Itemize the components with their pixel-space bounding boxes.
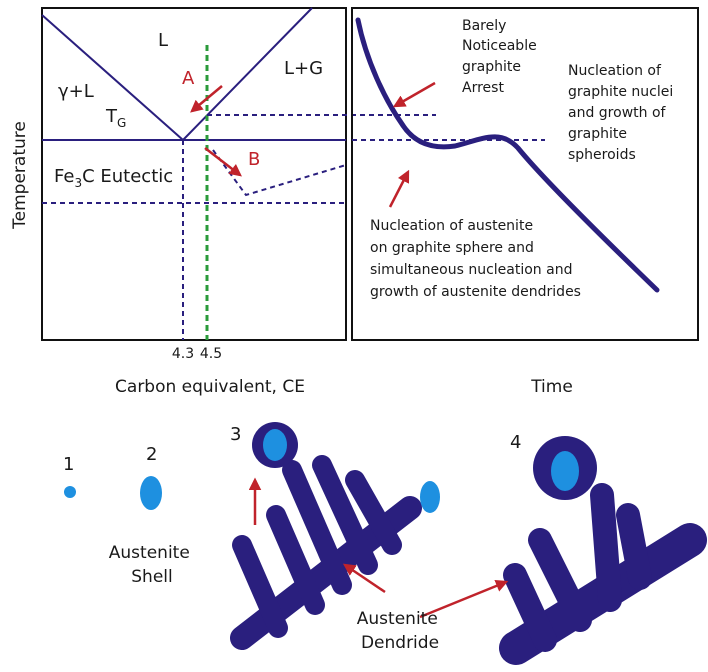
note: Nucleation of graphite nuclei and growth…	[568, 63, 678, 163]
label: L+G	[284, 58, 323, 79]
tick-label: 4.5	[200, 346, 222, 362]
graphite-nodule	[140, 476, 162, 510]
note-line: spheroids	[568, 147, 636, 163]
arrow	[419, 579, 509, 619]
label: B	[248, 149, 260, 170]
note-line: simultaneous nucleation and	[370, 262, 572, 278]
label: Austenite Dendride	[357, 609, 443, 653]
liquidus-line	[41, 14, 184, 141]
arrow	[388, 169, 410, 208]
note-line: and growth of	[568, 105, 667, 121]
label-line: Austenite	[109, 543, 190, 563]
note: Barely Noticeable graphite Arrest	[462, 18, 541, 96]
arrow	[204, 147, 242, 177]
label: γ+L	[58, 81, 94, 102]
note-line: graphite nuclei	[568, 84, 673, 100]
cooling-curve	[355, 17, 660, 293]
label-line: Dendride	[361, 633, 439, 653]
label-sub: 3	[74, 176, 82, 190]
stage-number: 3	[230, 424, 241, 445]
arrow	[342, 563, 386, 594]
note-line: on graphite sphere and	[370, 240, 534, 256]
label: Austenite Shell	[109, 543, 195, 587]
note-line: Nucleation of austenite	[370, 218, 533, 234]
note-line: growth of austenite dendrides	[370, 284, 581, 300]
dendrite	[499, 483, 707, 665]
axis-label: Temperature	[10, 121, 30, 230]
note-line: graphite	[568, 126, 627, 142]
arrow	[190, 85, 223, 113]
label: Fe3C Eutectic	[54, 166, 173, 190]
note-line: Nucleation of	[568, 63, 662, 79]
graphite-nodule	[420, 481, 440, 513]
dashed-line	[212, 149, 347, 197]
note-line: Arrest	[462, 80, 504, 96]
graphite-liquidus-line	[182, 7, 313, 141]
graphite-nucleus	[64, 486, 76, 498]
right-panel	[351, 7, 699, 341]
note-line: Barely	[462, 18, 506, 34]
stage-number: 2	[146, 444, 157, 465]
label-sub: G	[117, 116, 126, 130]
arrow	[392, 81, 436, 108]
label-part: Fe	[54, 166, 74, 187]
label: A	[182, 68, 195, 89]
dendrite	[230, 455, 422, 650]
graphite-nodule	[263, 429, 287, 461]
label: TG	[105, 106, 126, 130]
note: Nucleation of austenite on graphite sphe…	[370, 218, 581, 300]
label-main: T	[105, 106, 118, 127]
stage-number: 1	[63, 454, 74, 475]
note-line: graphite	[462, 59, 521, 75]
label-line: Shell	[131, 567, 172, 587]
left-panel	[41, 7, 347, 341]
label-line: Austenite	[357, 609, 438, 629]
label: L	[158, 30, 168, 51]
label-part: C Eutectic	[82, 166, 173, 187]
stage-number: 4	[510, 432, 521, 453]
axis-label: Carbon equivalent, CE	[115, 377, 305, 397]
note-line: Noticeable	[462, 38, 537, 54]
tick-label: 4.3	[172, 346, 194, 362]
graphite-nodule	[551, 451, 579, 491]
axis-label: Time	[530, 377, 573, 397]
